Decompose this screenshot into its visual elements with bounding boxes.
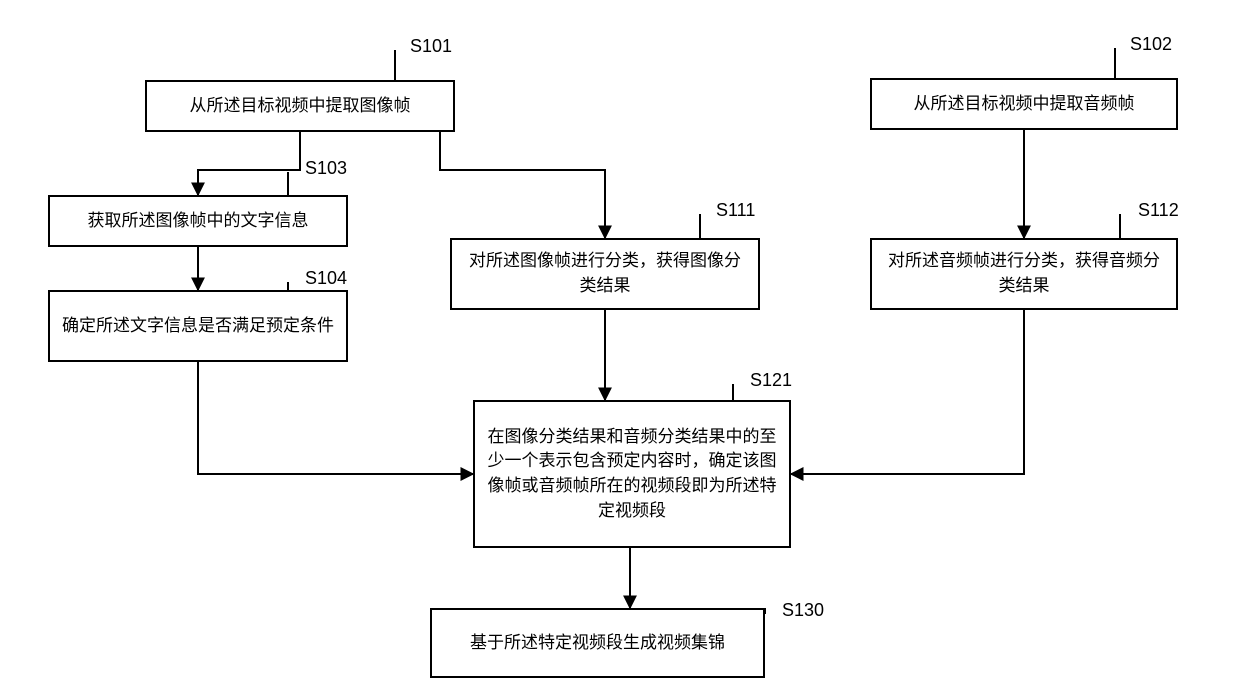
- node-s101: 从所述目标视频中提取图像帧: [145, 80, 455, 132]
- label-s112: S112: [1138, 200, 1179, 221]
- node-s112-text: 对所述音频帧进行分类，获得音频分类结果: [882, 249, 1166, 298]
- node-s102-text: 从所述目标视频中提取音频帧: [914, 92, 1135, 117]
- node-s102: 从所述目标视频中提取音频帧: [870, 78, 1178, 130]
- node-s130-text: 基于所述特定视频段生成视频集锦: [470, 631, 725, 656]
- node-s104-text: 确定所述文字信息是否满足预定条件: [62, 314, 334, 339]
- label-s104: S104: [305, 268, 347, 289]
- label-s130: S130: [782, 600, 824, 621]
- label-s103: S103: [305, 158, 347, 179]
- label-s111: S111: [716, 200, 755, 221]
- label-s101: S101: [410, 36, 452, 57]
- node-s103-text: 获取所述图像帧中的文字信息: [88, 209, 309, 234]
- label-s102: S102: [1130, 34, 1172, 55]
- node-s130: 基于所述特定视频段生成视频集锦: [430, 608, 765, 678]
- node-s103: 获取所述图像帧中的文字信息: [48, 195, 348, 247]
- label-s121: S121: [750, 370, 792, 391]
- node-s111: 对所述图像帧进行分类，获得图像分类结果: [450, 238, 760, 310]
- node-s121-text: 在图像分类结果和音频分类结果中的至少一个表示包含预定内容时，确定该图像帧或音频帧…: [485, 425, 779, 524]
- node-s101-text: 从所述目标视频中提取图像帧: [190, 94, 411, 119]
- node-s121: 在图像分类结果和音频分类结果中的至少一个表示包含预定内容时，确定该图像帧或音频帧…: [473, 400, 791, 548]
- node-s112: 对所述音频帧进行分类，获得音频分类结果: [870, 238, 1178, 310]
- node-s104: 确定所述文字信息是否满足预定条件: [48, 290, 348, 362]
- node-s111-text: 对所述图像帧进行分类，获得图像分类结果: [462, 249, 748, 298]
